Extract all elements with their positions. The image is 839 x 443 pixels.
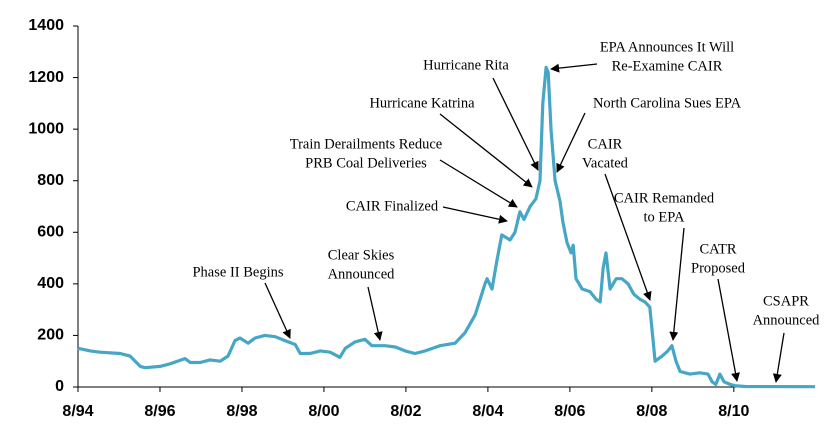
y-tick-label: 600 <box>37 224 64 241</box>
annotation-text: CAIR <box>588 136 623 152</box>
annotation-arrow <box>367 286 383 341</box>
annotation-text: North Carolina Sues EPA <box>593 95 742 111</box>
x-tick-label: 8/98 <box>226 403 257 420</box>
x-tick-label: 8/96 <box>144 403 175 420</box>
y-tick-label: 400 <box>37 275 64 292</box>
annotation-arrow <box>442 206 508 224</box>
x-tick-label: 8/00 <box>308 403 339 420</box>
annotation-text: Re-Examine CAIR <box>612 58 723 74</box>
y-tick-label: 800 <box>37 172 64 189</box>
annotation-text: Clear Skies <box>328 247 395 263</box>
annotation-text: to EPA <box>644 209 685 225</box>
annotation-arrow <box>492 77 539 171</box>
annotation-text: CAIR Remanded <box>614 190 715 206</box>
annotation-arrow <box>439 159 518 208</box>
x-tick-label: 8/94 <box>62 403 93 420</box>
y-tick-label: 1000 <box>28 120 64 137</box>
annotation-text: PRB Coal Deliveries <box>305 155 427 171</box>
annotation-text: Announced <box>328 266 396 282</box>
x-tick-label: 8/04 <box>472 403 503 420</box>
annotation-text: Hurricane Rita <box>423 57 509 73</box>
annotation-arrow <box>556 112 586 173</box>
annotation-arrow <box>550 63 598 73</box>
annotation-arrow <box>717 278 740 382</box>
x-tick-label: 8/06 <box>554 403 585 420</box>
annotation-text: CATR <box>699 241 736 257</box>
annotation-text: Train Derailments Reduce <box>290 136 442 152</box>
annotation-text: Phase II Begins <box>192 264 283 280</box>
annotation-arrow <box>669 227 685 341</box>
annotation-text: EPA Announces It Will <box>600 39 734 55</box>
y-tick-label: 200 <box>37 327 64 344</box>
annotation-text: Vacated <box>582 155 629 171</box>
y-tick-label: 0 <box>55 378 64 395</box>
annotation-arrow <box>264 282 291 339</box>
x-tick-label: 8/02 <box>390 403 421 420</box>
annotation-text: CAIR Finalized <box>346 198 439 214</box>
annotation-text: Announced <box>753 312 821 328</box>
y-tick-label: 1200 <box>28 69 64 86</box>
annotation-arrow <box>772 332 785 383</box>
annotation-text: Hurricane Katrina <box>369 95 475 111</box>
annotation-text: CSAPR <box>763 293 809 309</box>
price-line <box>77 65 816 389</box>
x-tick-label: 8/08 <box>636 403 667 420</box>
annotation-text: Proposed <box>691 260 746 276</box>
annotation-arrow <box>604 173 652 301</box>
annotation-arrow <box>439 113 533 188</box>
x-tick-label: 8/10 <box>718 403 749 420</box>
y-tick-label: 1400 <box>28 17 64 34</box>
